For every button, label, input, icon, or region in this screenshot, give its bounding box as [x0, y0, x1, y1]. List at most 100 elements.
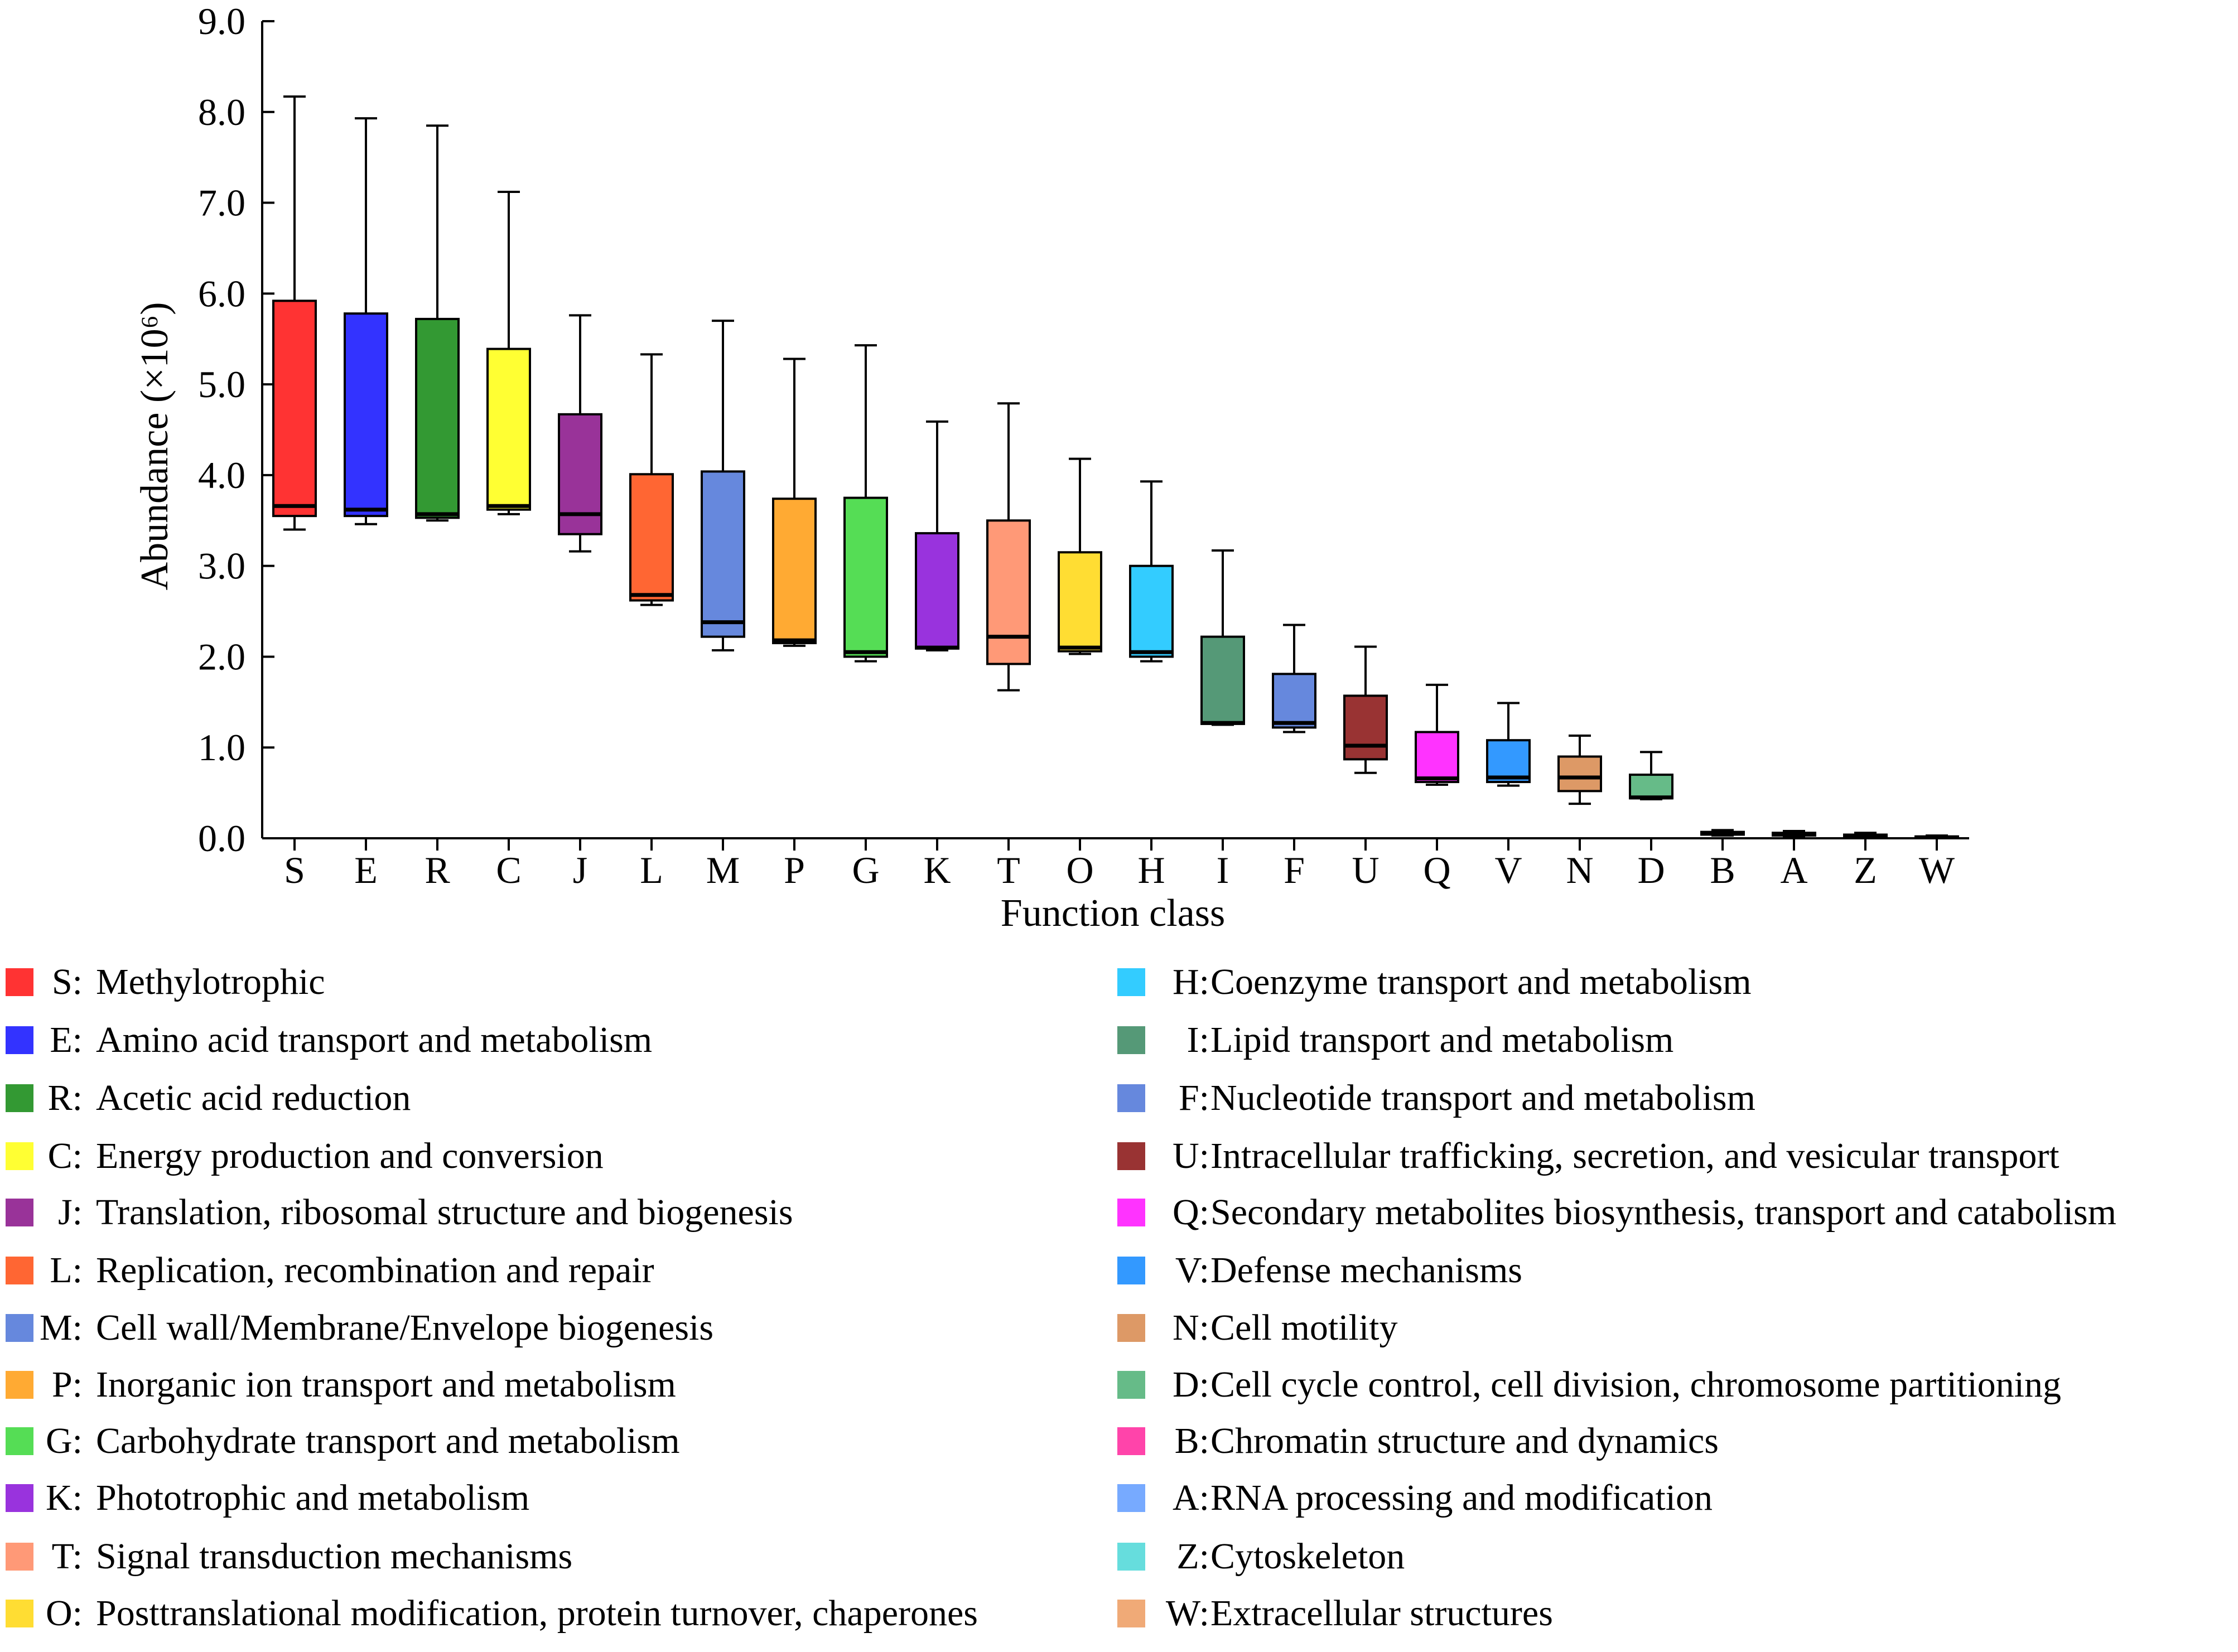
- legend-item: C: Energy production and conversion: [0, 1137, 2238, 1176]
- box-M: [701, 320, 745, 652]
- legend-item: I: Lipid transport and metabolism: [0, 1021, 2238, 1060]
- y-tick-label: 5.0: [198, 363, 245, 405]
- box-Z: [1843, 832, 1888, 839]
- y-axis-label: Abundance (×10⁶): [133, 302, 176, 591]
- legend-swatch: [6, 1543, 33, 1571]
- legend-code: H:: [1173, 962, 1209, 1002]
- box-body: [1557, 755, 1602, 793]
- box-V: [1486, 702, 1531, 787]
- legend-label: Intracellular trafficking, secretion, an…: [1210, 1136, 2059, 1176]
- legend-swatch: [6, 1199, 33, 1226]
- legend-item: J: Translation, ribosomal structure and b…: [0, 1193, 2238, 1232]
- legend-code: A:: [1173, 1477, 1209, 1518]
- legend-label: Extracellular structures: [1210, 1593, 1553, 1634]
- legend-code: P:: [51, 1364, 83, 1405]
- x-tick-label: Z: [1854, 849, 1877, 891]
- box-body: [486, 347, 531, 511]
- x-tick-label: N: [1566, 849, 1593, 891]
- box-G: [843, 344, 888, 663]
- x-tick-label: S: [284, 849, 305, 891]
- legend-item: V: Defense mechanisms: [0, 1251, 2238, 1290]
- box-body: [1486, 739, 1531, 784]
- box-body: [843, 496, 888, 658]
- box-body: [1343, 694, 1388, 761]
- legend-code: B:: [1174, 1421, 1209, 1461]
- box-A: [1772, 829, 1816, 838]
- legend-label: Cell wall/Membrane/Envelope biogenesis: [96, 1307, 714, 1348]
- legend-swatch: [1117, 1314, 1145, 1342]
- x-tick-label: B: [1710, 849, 1735, 891]
- legend-code: R:: [47, 1078, 83, 1118]
- legend-swatch: [1117, 968, 1145, 996]
- legend-item: O: Posttranslational modification, protei…: [0, 1594, 2238, 1633]
- box-S: [272, 95, 317, 531]
- y-tick-label: 4.0: [198, 454, 245, 496]
- legend-swatch: [1117, 1543, 1145, 1571]
- legend-label: Chromatin structure and dynamics: [1210, 1421, 1719, 1461]
- legend-swatch: [6, 1257, 33, 1284]
- legend-item: B: Chromatin structure and dynamics: [0, 1422, 2238, 1461]
- box-B: [1700, 829, 1745, 837]
- box-J: [558, 314, 602, 553]
- x-tick-label: C: [496, 849, 521, 891]
- legend-code: T:: [51, 1536, 83, 1577]
- legend-swatch: [6, 1427, 33, 1455]
- legend-item: E: Amino acid transport and metabolism: [0, 1021, 2238, 1060]
- box-E: [344, 117, 388, 525]
- legend-code: L:: [50, 1250, 83, 1291]
- legend: S: Methylotrophic E: Amino acid transport a…: [0, 958, 2238, 1652]
- x-tick-label: V: [1494, 849, 1522, 891]
- legend-item: W: Extracellular structures: [0, 1594, 2238, 1633]
- box-H: [1129, 480, 1174, 663]
- box-body: [1272, 673, 1316, 729]
- x-tick-label: K: [923, 849, 951, 891]
- box-C: [486, 191, 531, 515]
- y-tick-label: 2.0: [198, 635, 245, 678]
- legend-code: C:: [47, 1136, 83, 1176]
- legend-swatch: [6, 1371, 33, 1399]
- legend-label: Carbohydrate transport and metabolism: [96, 1421, 680, 1461]
- legend-swatch: [1117, 1026, 1145, 1054]
- legend-label: Inorganic ion transport and metabolism: [96, 1364, 676, 1405]
- y-tick-label: 3.0: [198, 545, 245, 587]
- x-tick-label: E: [354, 849, 378, 891]
- legend-label: RNA processing and modification: [1210, 1477, 1713, 1518]
- y-tick-label: 0.0: [198, 817, 245, 859]
- legend-swatch: [6, 1600, 33, 1627]
- legend-item: F: Nucleotide transport and metabolism: [0, 1079, 2238, 1118]
- legend-label: Nucleotide transport and metabolism: [1210, 1078, 1755, 1118]
- legend-item: R: Acetic acid reduction: [0, 1079, 2238, 1118]
- axes: [261, 21, 1969, 839]
- legend-swatch: [1117, 1427, 1145, 1455]
- legend-label: Phototrophic and metabolism: [96, 1477, 530, 1518]
- x-tick-label: W: [1919, 849, 1955, 891]
- box-L: [629, 353, 674, 606]
- legend-code: N:: [1173, 1307, 1209, 1348]
- legend-label: Acetic acid reduction: [96, 1078, 411, 1118]
- box-body: [1415, 731, 1459, 784]
- box-P: [772, 358, 817, 647]
- box-body: [344, 312, 388, 518]
- legend-swatch: [6, 968, 33, 996]
- box-body: [986, 519, 1031, 665]
- legend-item: G: Carbohydrate transport and metabolism: [0, 1422, 2238, 1461]
- legend-swatch: [1117, 1199, 1145, 1226]
- box-body: [915, 532, 959, 650]
- x-tick-label: U: [1352, 849, 1379, 891]
- legend-item: M: Cell wall/Membrane/Envelope biogenesis: [0, 1308, 2238, 1347]
- y-tick-label: 9.0: [198, 0, 245, 42]
- legend-code: D:: [1173, 1364, 1209, 1405]
- legend-swatch: [1117, 1257, 1145, 1284]
- legend-label: Methylotrophic: [96, 962, 325, 1002]
- box-body: [415, 317, 460, 519]
- legend-item: U: Intracellular trafficking, secretion, …: [0, 1137, 2238, 1176]
- box-U: [1343, 645, 1388, 774]
- legend-swatch: [1117, 1484, 1145, 1512]
- legend-code: E:: [50, 1020, 83, 1060]
- y-tick-label: 6.0: [198, 272, 245, 315]
- legend-item: N: Cell motility: [0, 1308, 2238, 1347]
- legend-code: I:: [1186, 1020, 1209, 1060]
- legend-code: Q:: [1173, 1192, 1209, 1233]
- box-body: [1629, 774, 1673, 800]
